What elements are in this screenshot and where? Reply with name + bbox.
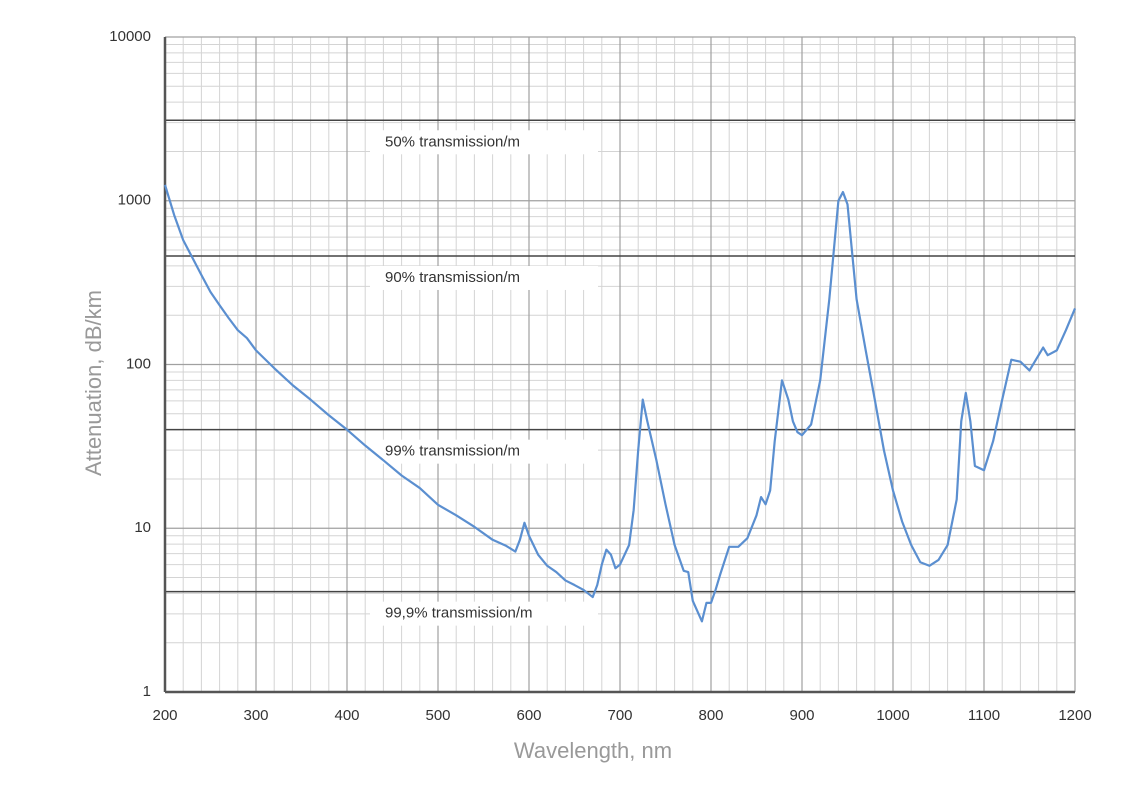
x-tick-label: 200 <box>152 707 177 724</box>
y-tick-label: 10000 <box>109 28 151 45</box>
label-background <box>370 601 598 626</box>
reference-label: 99,9% transmission/m <box>385 605 533 622</box>
x-tick-label: 1200 <box>1058 707 1091 724</box>
x-axis-label: Wavelength, nm <box>514 738 672 763</box>
data-line <box>163 184 1077 623</box>
reference-label: 99% transmission/m <box>385 443 520 460</box>
x-tick-label: 900 <box>789 707 814 724</box>
y-tick-label: 1 <box>143 683 151 700</box>
x-tick-label: 800 <box>698 707 723 724</box>
label-background <box>370 130 598 155</box>
x-tick-label: 400 <box>334 707 359 724</box>
reference-label: 90% transmission/m <box>385 269 520 286</box>
x-tick-label: 600 <box>516 707 541 724</box>
x-tick-label: 1100 <box>968 707 1000 724</box>
x-tick-label: 300 <box>243 707 268 724</box>
reference-label: 50% transmission/m <box>385 133 520 150</box>
y-tick-label: 10 <box>134 519 151 536</box>
y-axis-label: Attenuation, dB/km <box>81 290 106 476</box>
y-tick-label: 100 <box>126 355 151 372</box>
x-tick-label: 500 <box>425 707 450 724</box>
x-tick-label: 700 <box>607 707 632 724</box>
label-background <box>370 265 598 290</box>
x-tick-label: 1000 <box>876 707 909 724</box>
y-tick-label: 1000 <box>118 192 151 209</box>
label-background <box>370 439 598 464</box>
